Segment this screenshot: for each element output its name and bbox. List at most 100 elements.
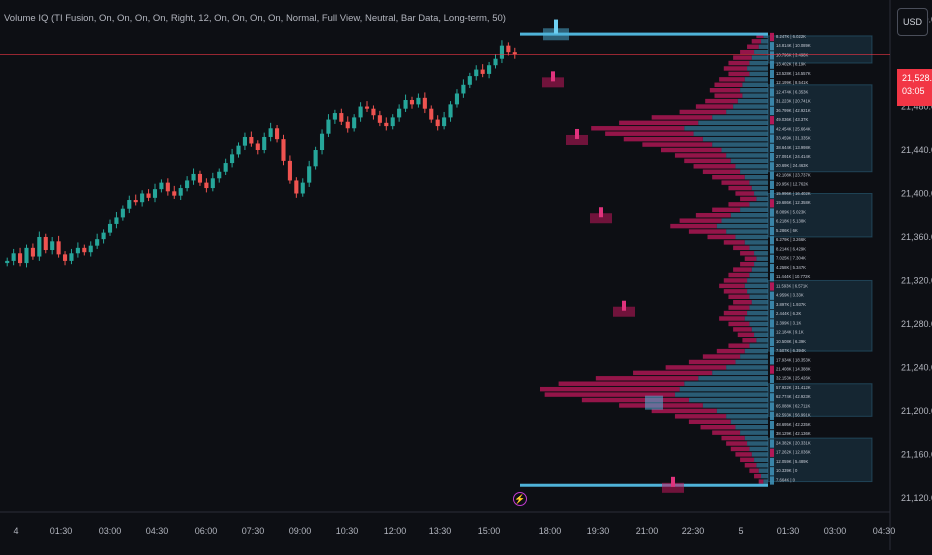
candle-body <box>185 180 190 189</box>
candle-body <box>82 247 87 253</box>
sell-volume-bar <box>721 180 750 185</box>
indicator-title[interactable]: Volume IQ (TI Fusion, On, On, On, On, Ri… <box>4 13 506 24</box>
sell-volume-bar <box>623 136 703 142</box>
level-strip <box>770 273 774 282</box>
sell-volume-bar <box>751 39 762 44</box>
x-tick-label: 01:30 <box>777 526 800 536</box>
candle-body <box>352 117 357 129</box>
y-tick-label: 21,280.00 <box>901 319 932 329</box>
buy-volume-bar <box>747 278 768 283</box>
buy-volume-bar <box>726 414 768 419</box>
buy-volume-bar <box>679 386 768 392</box>
buy-volume-bar <box>740 430 768 435</box>
level-strip <box>770 457 774 467</box>
buy-volume-bar <box>737 98 768 104</box>
candle-body <box>467 76 472 85</box>
magenta-level-tick <box>599 207 603 218</box>
sell-volume-bar <box>660 147 722 153</box>
level-strip <box>770 448 774 457</box>
sell-volume-bar <box>728 272 750 278</box>
value-area-zone <box>767 35 873 64</box>
candle-body <box>403 100 408 109</box>
buy-volume-bar <box>763 479 768 484</box>
sell-volume-bar <box>737 332 755 338</box>
volume-level-label: 29.95K | 12.762K <box>776 182 808 187</box>
buy-volume-bar <box>749 272 768 278</box>
candle-body <box>146 193 151 198</box>
currency-button[interactable]: USD <box>897 8 928 36</box>
buy-volume-bar <box>749 202 768 207</box>
level-strip <box>770 337 774 347</box>
level-strip <box>770 199 774 208</box>
buy-volume-bar <box>674 392 768 397</box>
sell-volume-bar <box>705 98 738 104</box>
buy-volume-bar <box>733 104 768 109</box>
sell-volume-bar <box>679 218 722 223</box>
sell-volume-bar <box>723 278 748 283</box>
sell-volume-bar <box>723 310 748 316</box>
volume-level-label: 7.507K | 6.394K <box>776 348 806 353</box>
sell-volume-bar <box>670 223 717 229</box>
candle-body <box>120 208 125 218</box>
lightning-icon[interactable]: ⚡ <box>513 492 527 506</box>
buy-volume-bar <box>749 180 768 185</box>
level-strip <box>770 180 774 189</box>
x-tick-label: 15:00 <box>478 526 501 536</box>
candle-body <box>230 154 235 164</box>
buy-volume-bar <box>751 452 768 457</box>
volume-level-label: 13.528K | 14.557K <box>776 71 811 76</box>
value-area-zone <box>767 383 873 417</box>
sell-volume-bar <box>742 338 757 343</box>
buy-volume-bar <box>749 60 768 66</box>
level-strip <box>770 328 774 337</box>
sell-volume-bar <box>733 267 752 272</box>
candle-body <box>307 166 312 183</box>
level-strip <box>770 356 774 365</box>
candle-body <box>24 247 29 264</box>
sell-volume-bar <box>726 441 748 446</box>
level-strip <box>770 125 774 134</box>
buy-volume-bar <box>721 218 768 223</box>
candle-body <box>332 113 337 120</box>
x-tick-label: 13:30 <box>429 526 452 536</box>
level-strip <box>770 263 774 273</box>
buy-volume-bar <box>726 229 768 234</box>
buy-volume-bar <box>730 158 768 164</box>
candle-body <box>512 52 517 55</box>
level-strip <box>770 79 774 88</box>
sell-volume-bar <box>540 386 680 392</box>
magenta-level-marker <box>542 77 564 88</box>
candle-body <box>107 223 113 233</box>
level-strip <box>770 97 774 106</box>
sell-volume-bar <box>702 169 741 174</box>
x-tick-label: 4 <box>13 526 18 536</box>
volume-level-label: 49.036K | 43.37K <box>776 117 808 122</box>
sell-volume-bar <box>735 452 752 457</box>
buy-volume-bar <box>726 365 768 370</box>
magenta-level-marker <box>613 306 635 317</box>
candle-body <box>454 93 460 105</box>
magenta-level-tick <box>575 128 579 139</box>
candle-body <box>287 160 292 181</box>
value-area-zone <box>767 279 873 352</box>
sell-volume-bar <box>728 343 750 348</box>
level-strip <box>770 282 774 291</box>
volume-level-label: 19.686K | 12.358K <box>776 200 811 205</box>
candle-body <box>62 254 68 261</box>
level-strip <box>770 32 774 42</box>
candle-body <box>88 245 93 253</box>
volume-level-label: 38.129K | 42.136K <box>776 431 811 436</box>
volume-level-label: 10.339K | 0 <box>776 468 798 473</box>
candle-body <box>326 119 331 134</box>
volume-level-label: 7.025K | 7.304K <box>776 256 806 261</box>
level-strip <box>770 162 774 171</box>
volume-level-label: 2.399K | 3.1K <box>776 320 802 325</box>
candle-body <box>50 241 55 251</box>
magenta-level-tick <box>671 476 675 487</box>
candle-body <box>18 253 23 264</box>
buy-volume-bar <box>749 305 768 310</box>
current-price-badge: 21,528.00 03:05 <box>897 69 932 106</box>
level-strip <box>770 430 774 439</box>
